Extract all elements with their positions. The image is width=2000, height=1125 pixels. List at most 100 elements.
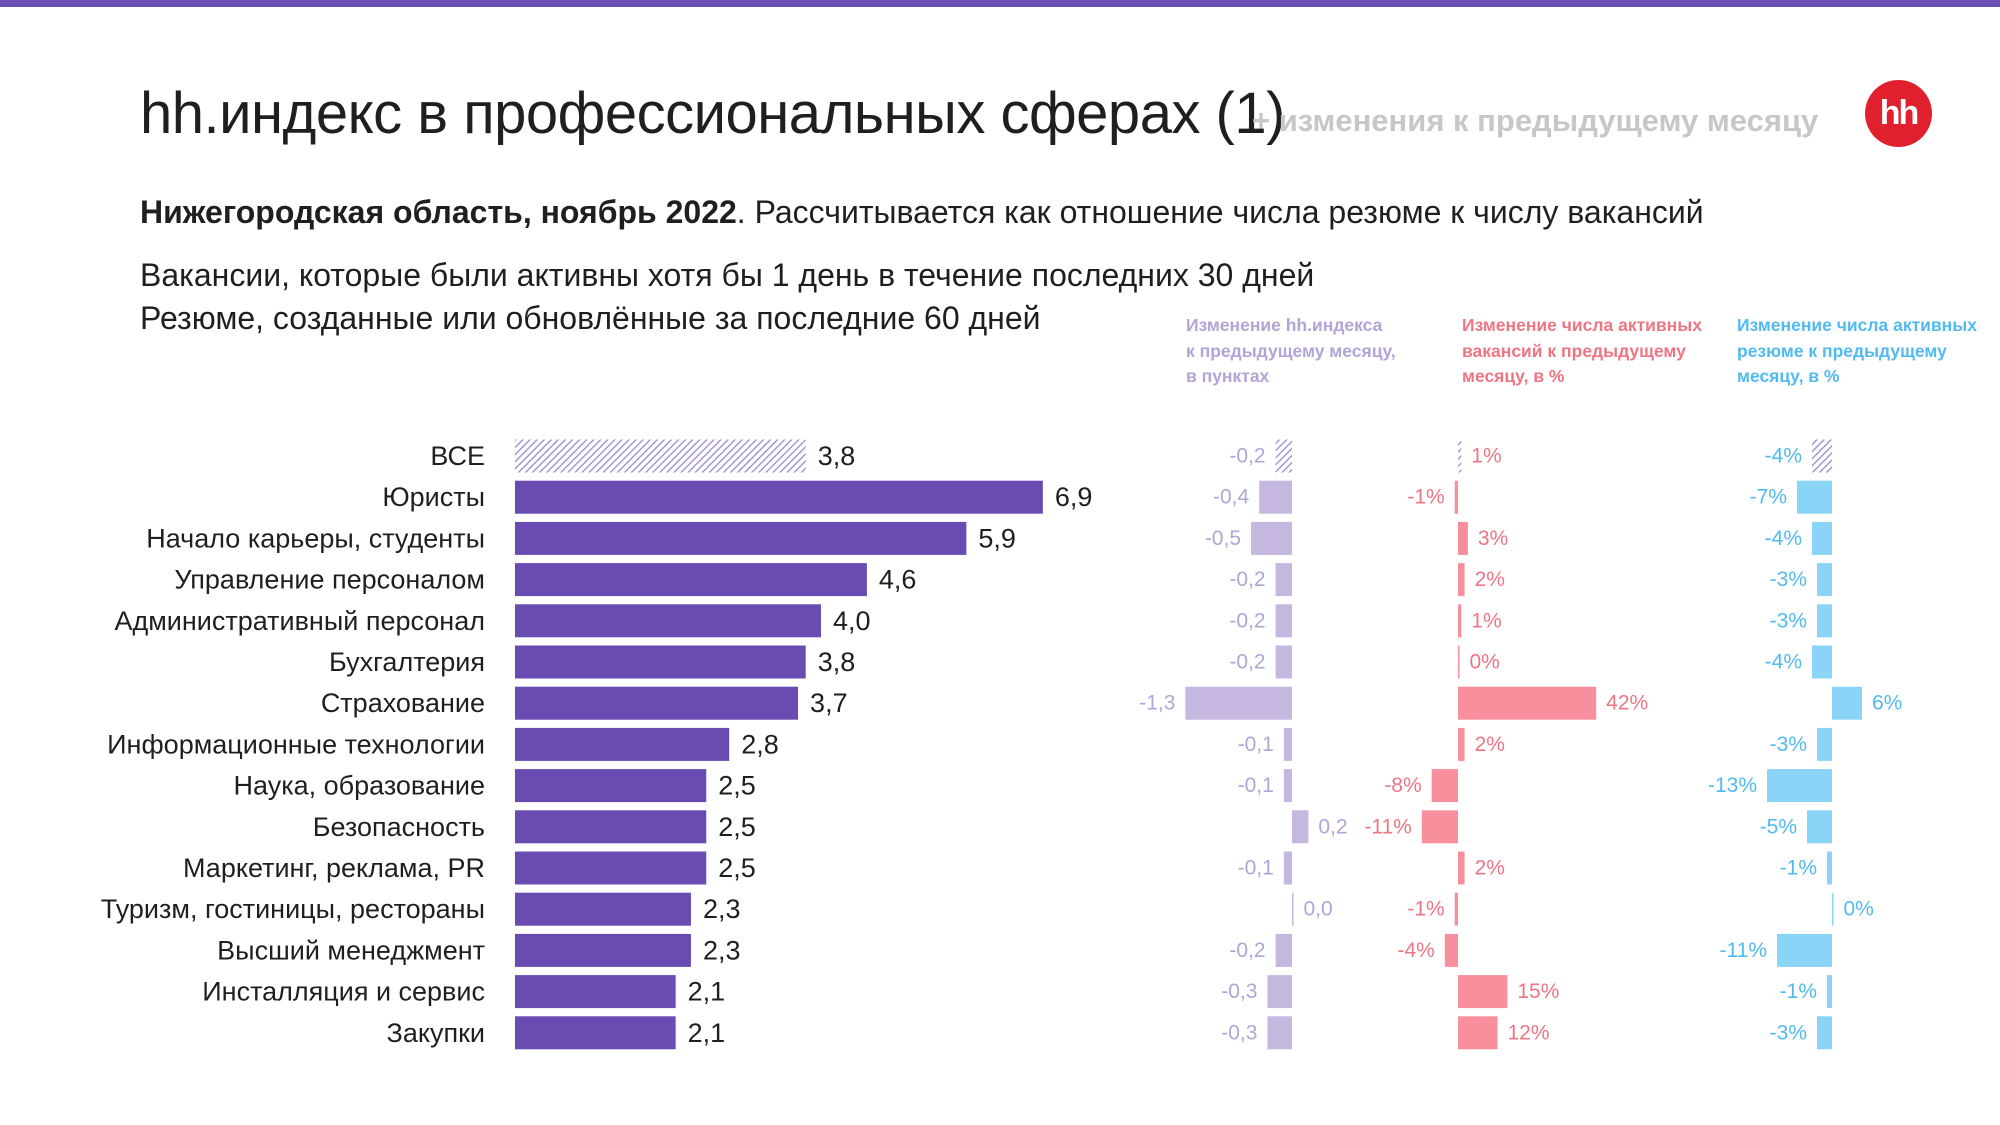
category-label: ВСЕ — [430, 441, 485, 471]
index-change-label: -1,3 — [1139, 692, 1175, 715]
index-change-bar — [1275, 933, 1292, 967]
index-value-label: 4,6 — [879, 565, 917, 595]
index-bar — [515, 439, 806, 473]
resume-change-label: -1% — [1780, 857, 1817, 880]
vacancy-change-label: -11% — [1364, 815, 1411, 838]
resume-change-bar — [1817, 1016, 1832, 1050]
vacancy-change-bar — [1431, 769, 1458, 803]
resume-change-bar — [1827, 851, 1832, 885]
vacancy-change-label: 42% — [1606, 692, 1648, 715]
note-resumes: Резюме, созданные или обновлённые за пос… — [140, 300, 1041, 336]
resume-change-bar — [1807, 810, 1832, 844]
vacancy-change-label: 0% — [1470, 651, 1500, 674]
category-label: Закупки — [387, 1018, 485, 1048]
index-bar — [515, 521, 967, 555]
category-label: Маркетинг, реклама, PR — [183, 853, 485, 883]
resume-change-bar — [1817, 727, 1832, 761]
index-value-label: 4,0 — [833, 606, 871, 636]
vacancy-change-label: 12% — [1507, 1021, 1549, 1044]
resume-change-bar — [1817, 563, 1832, 597]
index-value-label: 2,3 — [703, 935, 741, 965]
subtitle: Нижегородская область, ноябрь 2022. Расс… — [140, 194, 1704, 231]
resume-change-label: -4% — [1765, 527, 1802, 550]
resume-change-label: -7% — [1750, 486, 1787, 509]
index-value-label: 3,7 — [810, 688, 848, 718]
resume-change-label: -13% — [1708, 774, 1757, 797]
resume-change-bar — [1812, 521, 1832, 555]
vacancy-change-bar — [1458, 851, 1465, 885]
index-change-label: -0,2 — [1229, 939, 1265, 962]
index-change-bar — [1292, 892, 1294, 926]
index-change-bars: -0,2 -0,4 -0,5 -0,2 -0,2 -0,2 -1,3 -0,1 -0,1 0,2 -… — [1139, 439, 1348, 1050]
note-vacancies: Вакансии, которые были активны хотя бы 1… — [140, 257, 1315, 293]
index-change-header: Изменение hh.индекса к предыдущему месяц… — [1186, 315, 1396, 386]
vacancy-change-label: 15% — [1517, 980, 1559, 1003]
resume-change-bar — [1777, 933, 1832, 967]
vacancy-change-bar — [1458, 521, 1468, 555]
vacancy-change-header: Изменение числа активных вакансий к пред… — [1462, 315, 1702, 386]
index-change-label: -0,1 — [1238, 733, 1274, 756]
vacancy-change-label: -1% — [1407, 898, 1444, 921]
category-label: Туризм, гостиницы, рестораны — [101, 894, 485, 924]
vacancy-change-label: -1% — [1407, 486, 1444, 509]
index-bars: 3,8 6,9 5,9 4,6 4,0 3,8 3,7 2,8 2,5 2,5 2,5 2,3 2,3 2… — [515, 439, 1092, 1050]
index-bar — [515, 1016, 676, 1050]
resume-change-bar — [1797, 480, 1832, 514]
index-value-label: 2,1 — [688, 1018, 726, 1048]
page-title-suffix: + изменения к предыдущему месяцу — [1252, 103, 1819, 138]
index-value-label: 2,5 — [718, 853, 756, 883]
index-change-bar — [1283, 727, 1292, 761]
vacancy-change-bar — [1458, 645, 1460, 679]
category-label: Страхование — [321, 688, 485, 718]
vacancy-change-bar — [1444, 933, 1458, 967]
resume-change-bars: -4%-7%-4%-3%-3%-4%6%-3%-13%-5%-1%0%-11%-… — [1708, 439, 1902, 1050]
index-change-label: -0,5 — [1205, 527, 1241, 550]
vacancy-change-label: 2% — [1475, 568, 1505, 591]
index-change-bar — [1275, 645, 1292, 679]
index-change-label: -0,1 — [1238, 857, 1274, 880]
vacancy-change-bar — [1458, 439, 1462, 473]
index-change-bar — [1267, 975, 1292, 1009]
vacancy-change-bars: 1% -1% 3% 2% 1% 0% 42% 2% -8% -11% 2% -1% -4% 15% 12% — [1364, 439, 1648, 1050]
resume-change-label: 0% — [1844, 898, 1874, 921]
index-bar — [515, 480, 1043, 514]
resume-change-label: -4% — [1765, 651, 1802, 674]
index-change-label: 0,2 — [1318, 815, 1347, 838]
resume-change-label: -3% — [1770, 609, 1807, 632]
index-bar — [515, 645, 806, 679]
index-value-label: 2,8 — [741, 729, 779, 759]
index-change-label: 0,0 — [1304, 898, 1333, 921]
resume-change-bar — [1767, 769, 1832, 803]
index-bar — [515, 563, 867, 597]
category-label: Безопасность — [313, 812, 485, 842]
subtitle-region: Нижегородская область, ноябрь 2022 — [140, 194, 737, 230]
vacancy-change-label: -8% — [1384, 774, 1421, 797]
category-label: Инсталляция и сервис — [202, 977, 485, 1007]
index-change-label: -0,1 — [1238, 774, 1274, 797]
index-value-label: 2,3 — [703, 894, 741, 924]
index-value-label: 3,8 — [818, 647, 856, 677]
index-value-label: 2,5 — [718, 812, 756, 842]
resume-change-label: -4% — [1765, 445, 1802, 468]
resume-change-header: Изменение числа активных резюме к предыд… — [1737, 315, 1977, 386]
index-change-label: -0,2 — [1229, 568, 1265, 591]
vacancy-change-label: 1% — [1471, 609, 1501, 632]
vacancy-change-bar — [1458, 686, 1597, 720]
resume-change-bar — [1817, 604, 1832, 638]
index-change-bar — [1275, 439, 1292, 473]
index-change-bar — [1267, 1016, 1292, 1050]
index-change-label: -0,2 — [1229, 651, 1265, 674]
index-bar — [515, 933, 691, 967]
resume-change-label: -3% — [1770, 568, 1807, 591]
index-change-label: -0,4 — [1213, 486, 1250, 509]
index-change-bar — [1283, 851, 1292, 885]
index-change-bar — [1185, 686, 1292, 720]
hh-logo: hh — [1865, 80, 1932, 147]
index-change-bar — [1283, 769, 1292, 803]
index-change-label: -0,2 — [1229, 445, 1265, 468]
vacancy-change-bar — [1454, 892, 1458, 926]
category-label: Информационные технологии — [107, 729, 485, 759]
category-label: Высший менеджмент — [217, 935, 485, 965]
vacancy-change-bar — [1458, 975, 1508, 1009]
